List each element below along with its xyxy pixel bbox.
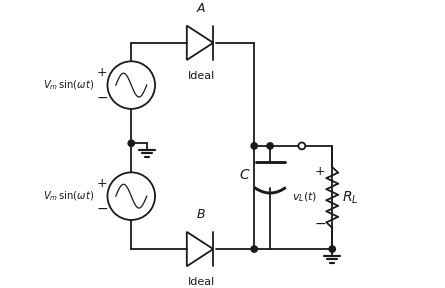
Circle shape xyxy=(251,246,257,252)
Circle shape xyxy=(267,143,273,149)
Circle shape xyxy=(329,246,336,252)
Text: +: + xyxy=(97,177,108,190)
Text: Ideal: Ideal xyxy=(188,71,215,81)
Text: $v_L(t)$: $v_L(t)$ xyxy=(292,191,318,204)
Text: A: A xyxy=(197,2,206,15)
Text: $V_m\,\sin(\omega t)$: $V_m\,\sin(\omega t)$ xyxy=(43,190,94,203)
Text: B: B xyxy=(197,208,206,221)
Text: −: − xyxy=(97,202,108,216)
Text: −: − xyxy=(315,217,326,231)
Text: C: C xyxy=(239,168,249,182)
Text: $V_m\,\sin(\omega t)$: $V_m\,\sin(\omega t)$ xyxy=(43,78,94,92)
Text: +: + xyxy=(97,65,108,79)
Text: −: − xyxy=(97,91,108,105)
Circle shape xyxy=(128,140,134,147)
Text: $R_L$: $R_L$ xyxy=(342,189,359,206)
Circle shape xyxy=(251,143,257,149)
Circle shape xyxy=(299,143,305,149)
Text: +: + xyxy=(315,164,326,177)
Text: Ideal: Ideal xyxy=(188,277,215,287)
